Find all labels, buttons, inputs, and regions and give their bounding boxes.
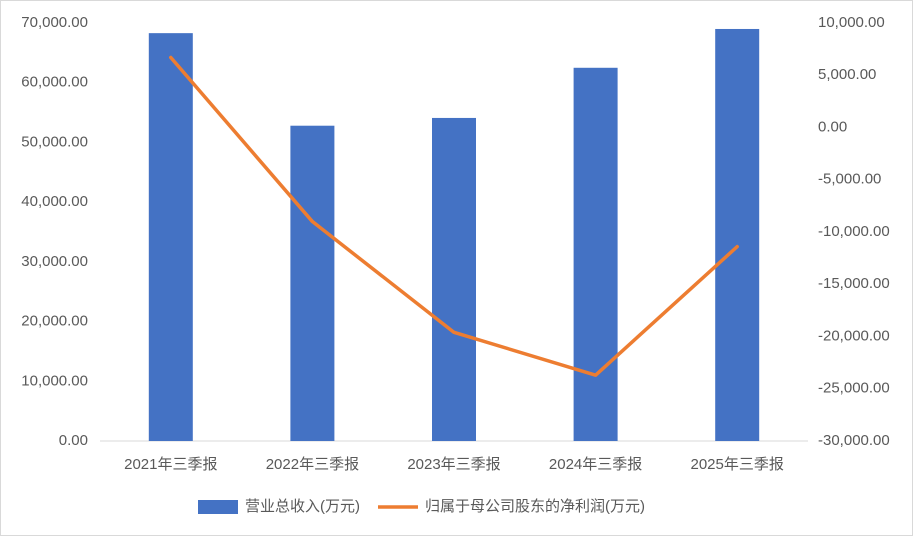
x-tick-label: 2022年三季报 xyxy=(266,456,359,473)
legend-label: 归属于母公司股东的净利润(万元) xyxy=(425,498,645,515)
y-tick-label: 40,000.00 xyxy=(21,193,88,210)
y2-tick-label: -30,000.00 xyxy=(818,432,890,449)
y2-tick-label: -20,000.00 xyxy=(818,327,890,344)
x-tick-label: 2023年三季报 xyxy=(407,456,500,473)
y2-tick-label: -25,000.00 xyxy=(818,380,890,397)
y-tick-label: 0.00 xyxy=(59,432,88,449)
bar xyxy=(715,28,760,441)
y-tick-label: 70,000.00 xyxy=(21,14,88,31)
x-tick-label: 2021年三季报 xyxy=(124,456,217,473)
bar xyxy=(573,67,618,442)
line-series xyxy=(169,55,739,377)
bar xyxy=(432,117,476,442)
legend-swatch xyxy=(198,500,238,514)
legend-label: 营业总收入(万元) xyxy=(245,498,360,515)
x-tick-label: 2025年三季报 xyxy=(691,456,784,473)
y2-tick-label: 10,000.00 xyxy=(818,14,885,31)
y2-tick-label: -10,000.00 xyxy=(818,223,890,240)
y2-tick-label: -15,000.00 xyxy=(818,275,890,292)
y-tick-label: 30,000.00 xyxy=(21,253,88,270)
y2-tick-label: -5,000.00 xyxy=(818,171,881,188)
y-tick-label: 10,000.00 xyxy=(21,372,88,389)
y-tick-label: 20,000.00 xyxy=(21,313,88,330)
x-tick-label: 2024年三季报 xyxy=(549,456,642,473)
y-tick-label: 60,000.00 xyxy=(21,74,88,91)
bar xyxy=(148,33,193,441)
bar xyxy=(290,125,335,442)
y2-tick-label: 0.00 xyxy=(818,118,847,135)
y2-tick-label: 5,000.00 xyxy=(818,66,876,83)
y-tick-label: 50,000.00 xyxy=(21,133,88,150)
